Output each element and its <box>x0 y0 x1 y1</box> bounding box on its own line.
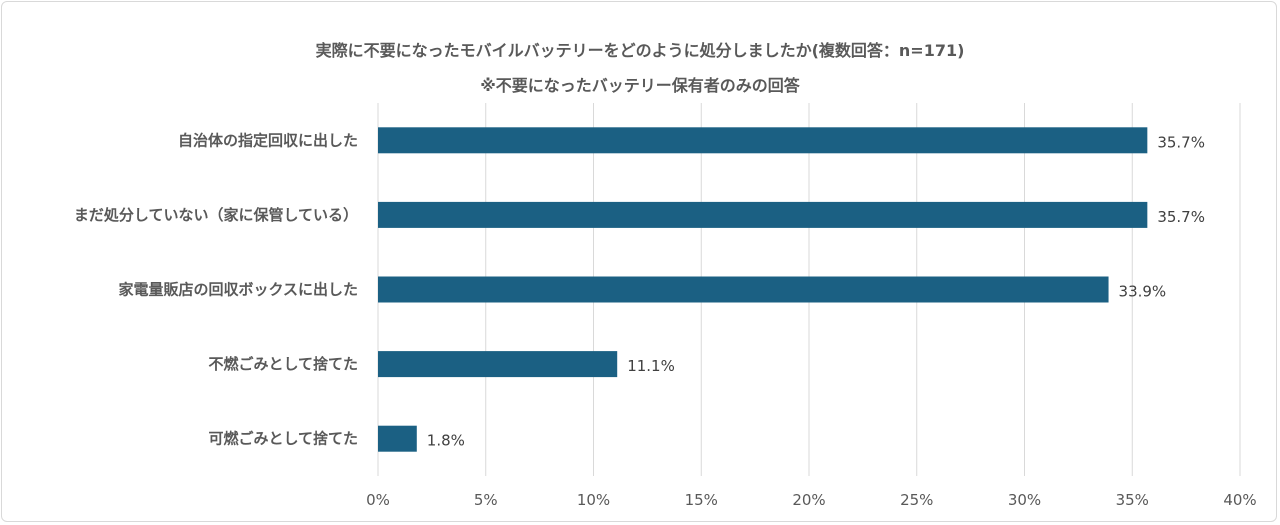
x-tick-label: 35% <box>1116 491 1149 509</box>
data-label: 33.9% <box>1119 283 1167 301</box>
data-label: 11.1% <box>627 357 675 375</box>
bar <box>378 127 1148 154</box>
category-label: 自治体の指定回収に出した <box>178 131 358 149</box>
bar <box>378 276 1109 303</box>
bar <box>378 425 417 452</box>
x-tick-label: 30% <box>1008 491 1041 509</box>
x-tick-label: 0% <box>366 491 390 509</box>
x-tick-label: 10% <box>577 491 610 509</box>
chart-subtitle: ※不要になったバッテリー保有者のみの回答 <box>480 76 800 95</box>
x-tick-label: 25% <box>900 491 933 509</box>
bar <box>378 351 618 378</box>
chart-title: 実際に不要になったモバイルバッテリーをどのように処分しましたか(複数回答：n=1… <box>315 41 965 60</box>
data-label: 35.7% <box>1157 208 1205 226</box>
bar <box>378 201 1148 228</box>
category-label: 可燃ごみとして捨てた <box>208 430 358 448</box>
data-label: 35.7% <box>1157 133 1205 151</box>
category-label: まだ処分していない（家に保管している） <box>74 206 358 224</box>
x-tick-label: 5% <box>474 491 498 509</box>
x-tick-label: 15% <box>685 491 718 509</box>
category-label: 不燃ごみとして捨てた <box>208 355 358 373</box>
category-label: 家電量販店の回収ボックスに出した <box>118 281 358 299</box>
x-tick-label: 40% <box>1223 491 1256 509</box>
x-tick-label: 20% <box>792 491 825 509</box>
data-label: 1.8% <box>427 432 465 450</box>
